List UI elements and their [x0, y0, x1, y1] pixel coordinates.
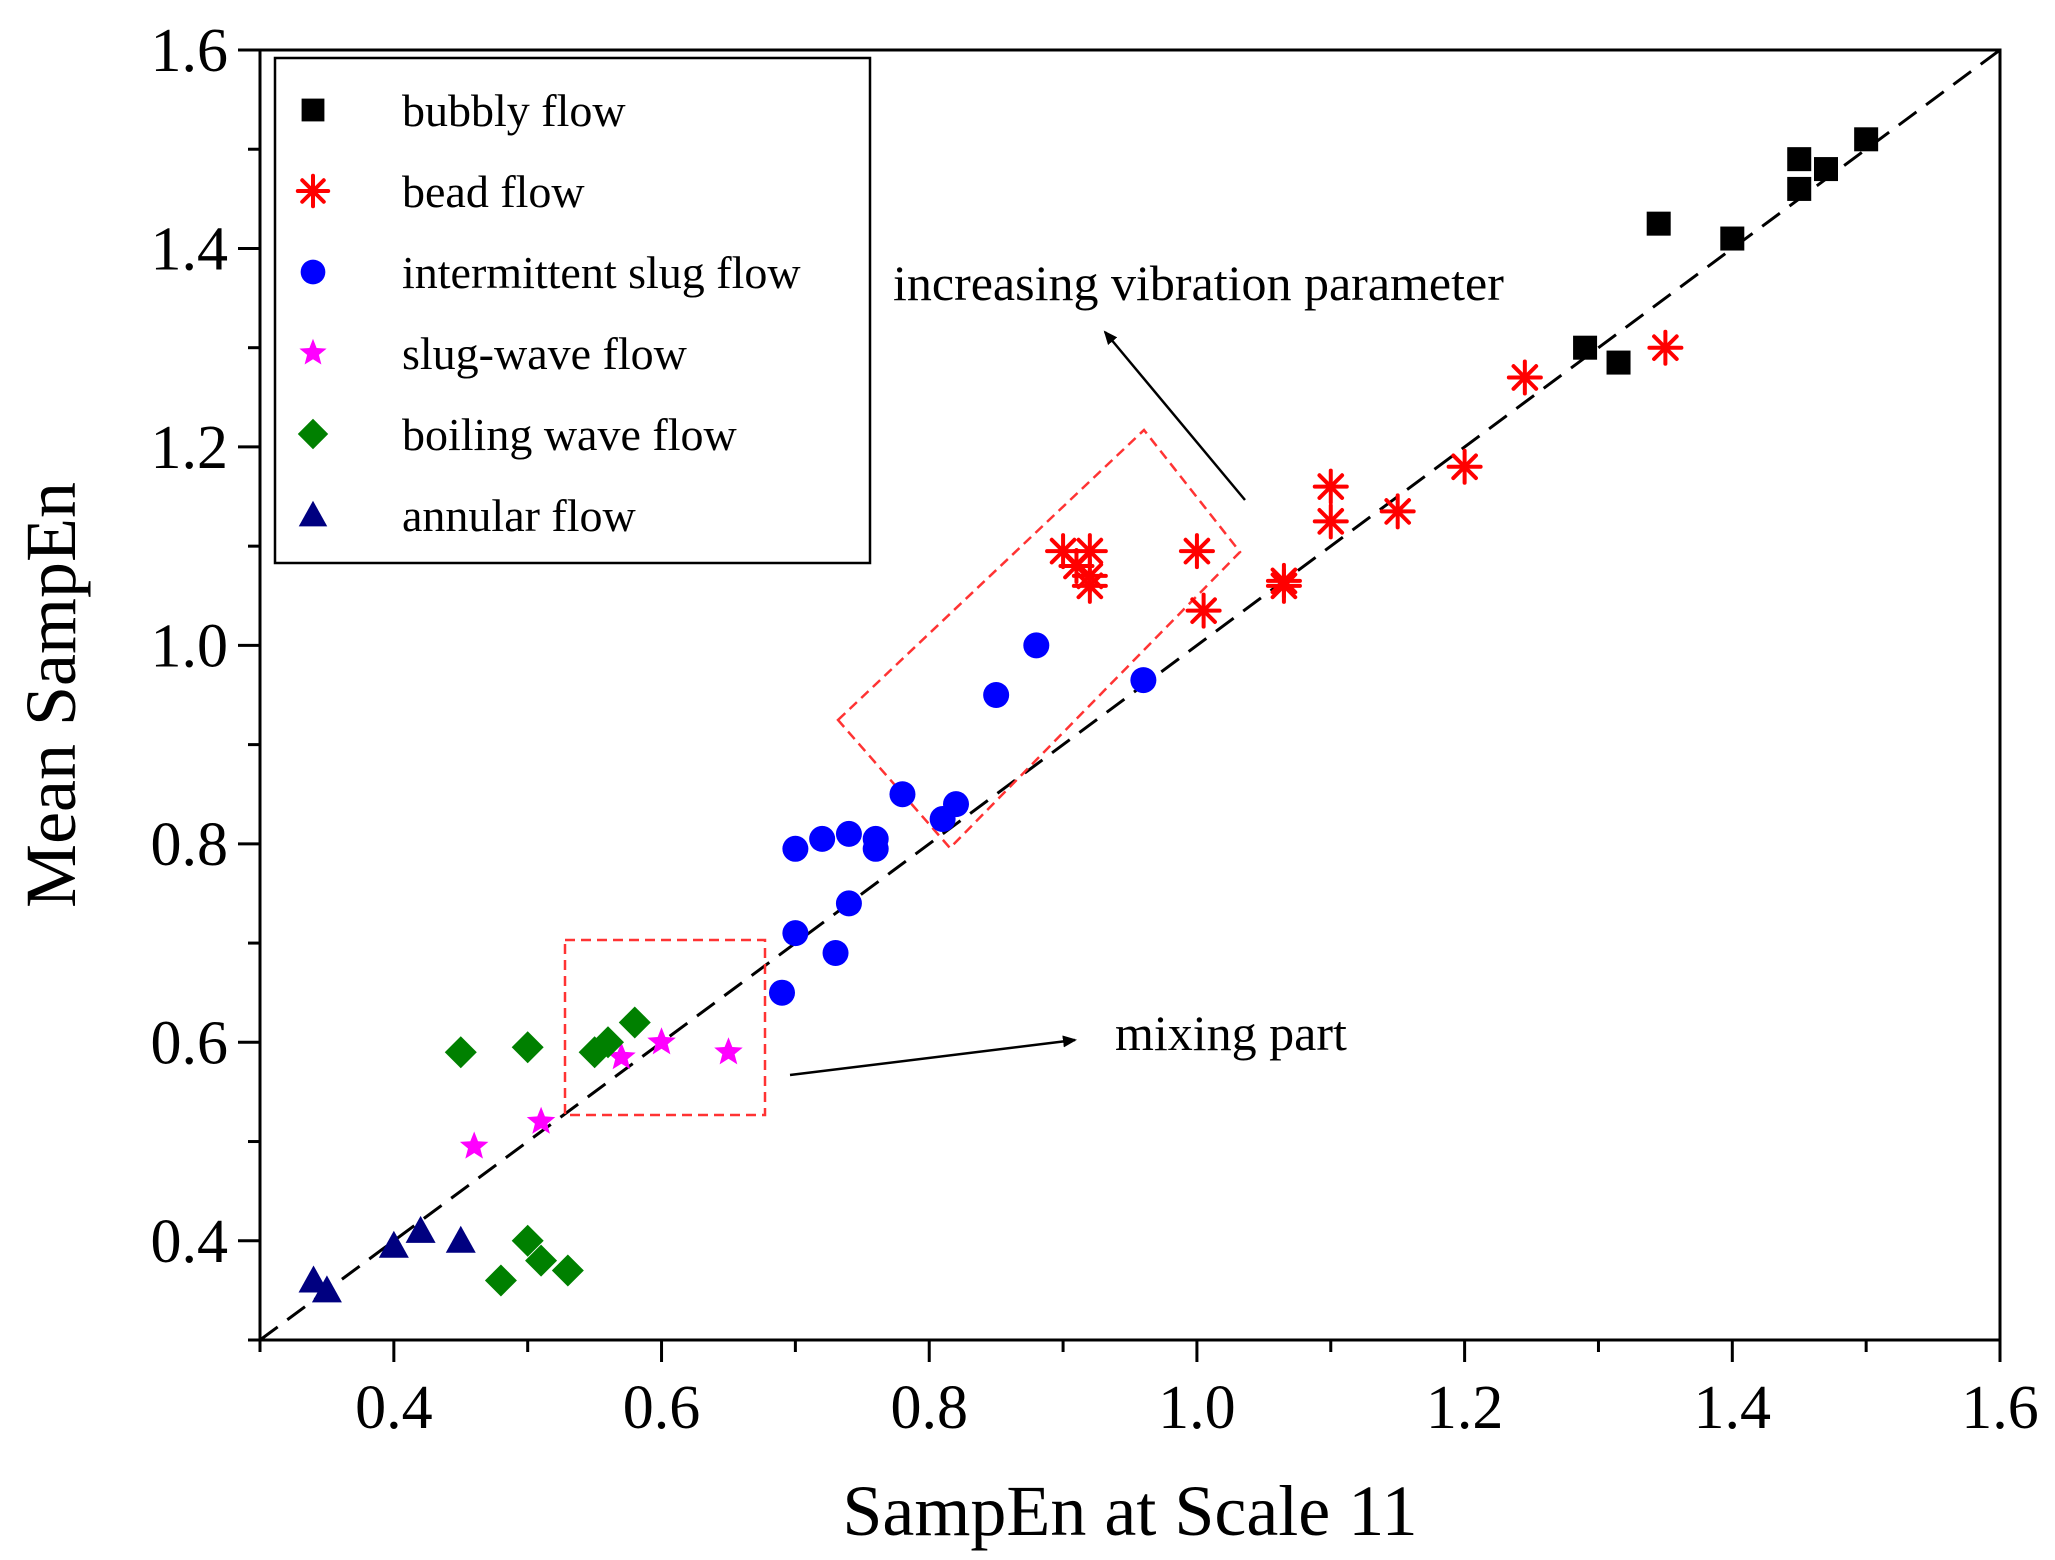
annotation-mixing: mixing part [1115, 1005, 1347, 1061]
point-intermittent-slug-flow [809, 825, 836, 852]
legend-marker-boiling-wave-flow [297, 418, 329, 450]
legend-label-bead-flow: bead flow [402, 166, 585, 217]
legend: bubbly flow bead flow intermittent slug fl… [273, 56, 872, 565]
y-tick-label: 0.8 [151, 811, 229, 879]
x-tick-label: 1.0 [1158, 1374, 1236, 1442]
point-boiling-wave-flow [618, 1006, 651, 1039]
point-bead-flow [1185, 592, 1222, 629]
legend-label-bubbly-flow: bubbly flow [402, 85, 626, 136]
vibration-region-box [836, 428, 1242, 850]
x-tick-label: 0.4 [355, 1374, 433, 1442]
legend-marker-annular-flow [298, 500, 328, 527]
annotation-vibration: increasing vibration parameter [893, 255, 1504, 311]
point-bead-flow [1506, 359, 1543, 396]
legend-box [273, 56, 872, 565]
data-points [298, 127, 1879, 1303]
point-bubbly-flow [1787, 147, 1812, 172]
point-boiling-wave-flow [511, 1224, 544, 1257]
point-boiling-wave-flow [511, 1031, 544, 1064]
point-bead-flow [1446, 448, 1483, 485]
y-axis-title: Mean SampEn [11, 482, 91, 908]
x-tick-label: 0.8 [890, 1374, 968, 1442]
plot-frame [258, 48, 2002, 1342]
point-bubbly-flow [1787, 176, 1812, 201]
y-tick-label: 0.4 [151, 1208, 229, 1276]
point-bubbly-flow [1646, 211, 1671, 236]
point-annular-flow [405, 1215, 436, 1243]
y-tick-label: 1.2 [151, 414, 229, 482]
point-intermittent-slug-flow [769, 979, 795, 1006]
point-bead-flow [1312, 468, 1349, 505]
reference-diagonal [259, 48, 2001, 1342]
point-bubbly-flow [1720, 226, 1745, 251]
point-bubbly-flow [1854, 127, 1879, 152]
x-axis: 0.4 0.6 0.8 1.0 1.2 1.4 1.6 [258, 1340, 2039, 1442]
point-intermittent-slug-flow [889, 781, 916, 808]
point-slug-wave-flow [714, 1037, 743, 1065]
point-intermittent-slug-flow [862, 835, 889, 862]
y-axis: 0.4 0.6 0.8 1.0 1.2 1.4 1.6 [151, 17, 260, 1342]
x-tick-label: 1.6 [1961, 1374, 2039, 1442]
point-bubbly-flow [1606, 350, 1631, 375]
point-intermittent-slug-flow [1023, 632, 1050, 659]
legend-marker-bubbly-flow [301, 98, 325, 122]
legend-label-intermittent-slug-flow: intermittent slug flow [402, 247, 801, 298]
point-slug-wave-flow [459, 1131, 489, 1159]
point-bead-flow [1071, 567, 1108, 604]
point-annular-flow [445, 1225, 476, 1253]
point-intermittent-slug-flow [835, 890, 862, 917]
point-boiling-wave-flow [484, 1264, 517, 1297]
mixing-arrow [789, 1035, 1077, 1077]
point-slug-wave-flow [607, 1042, 636, 1070]
mixing-region-box [563, 938, 767, 1117]
point-bead-flow [1647, 329, 1684, 366]
point-intermittent-slug-flow [782, 920, 809, 947]
point-bead-flow [1178, 533, 1215, 570]
point-bubbly-flow [1573, 335, 1598, 360]
y-tick-label: 1.6 [151, 17, 229, 85]
point-bead-flow [1312, 503, 1349, 540]
point-annular-flow [378, 1230, 409, 1258]
point-intermittent-slug-flow [782, 835, 809, 862]
y-tick-label: 1.4 [151, 215, 229, 283]
legend-label-boiling-wave-flow: boiling wave flow [402, 409, 737, 460]
point-bead-flow [1379, 493, 1416, 530]
x-tick-label: 1.2 [1426, 1374, 1504, 1442]
x-tick-label: 1.4 [1694, 1374, 1772, 1442]
point-bubbly-flow [1814, 157, 1838, 182]
y-tick-label: 0.6 [151, 1009, 229, 1077]
point-annular-flow [311, 1275, 342, 1303]
point-bead-flow [1265, 562, 1302, 599]
point-intermittent-slug-flow [822, 940, 849, 966]
legend-marker-slug-wave-flow [299, 338, 327, 365]
y-tick-label: 1.0 [151, 612, 229, 680]
legend-label-slug-wave-flow: slug-wave flow [402, 328, 688, 379]
legend-label-annular-flow: annular flow [402, 490, 637, 541]
point-boiling-wave-flow [444, 1036, 477, 1069]
point-intermittent-slug-flow [1130, 667, 1157, 694]
x-axis-title: SampEn at Scale 11 [842, 1471, 1417, 1551]
point-boiling-wave-flow [592, 1026, 624, 1059]
x-tick-label: 0.6 [623, 1374, 701, 1442]
point-slug-wave-flow [526, 1106, 556, 1134]
vibration-arrow [1103, 330, 1246, 501]
point-boiling-wave-flow [551, 1254, 584, 1287]
point-boiling-wave-flow [525, 1244, 558, 1277]
point-intermittent-slug-flow [929, 806, 956, 833]
point-slug-wave-flow [647, 1027, 676, 1055]
point-annular-flow [298, 1265, 329, 1293]
point-intermittent-slug-flow [835, 820, 862, 847]
point-intermittent-slug-flow [983, 682, 1010, 708]
legend-marker-bead-flow [295, 173, 331, 209]
legend-marker-intermittent-slug-flow [300, 259, 326, 285]
